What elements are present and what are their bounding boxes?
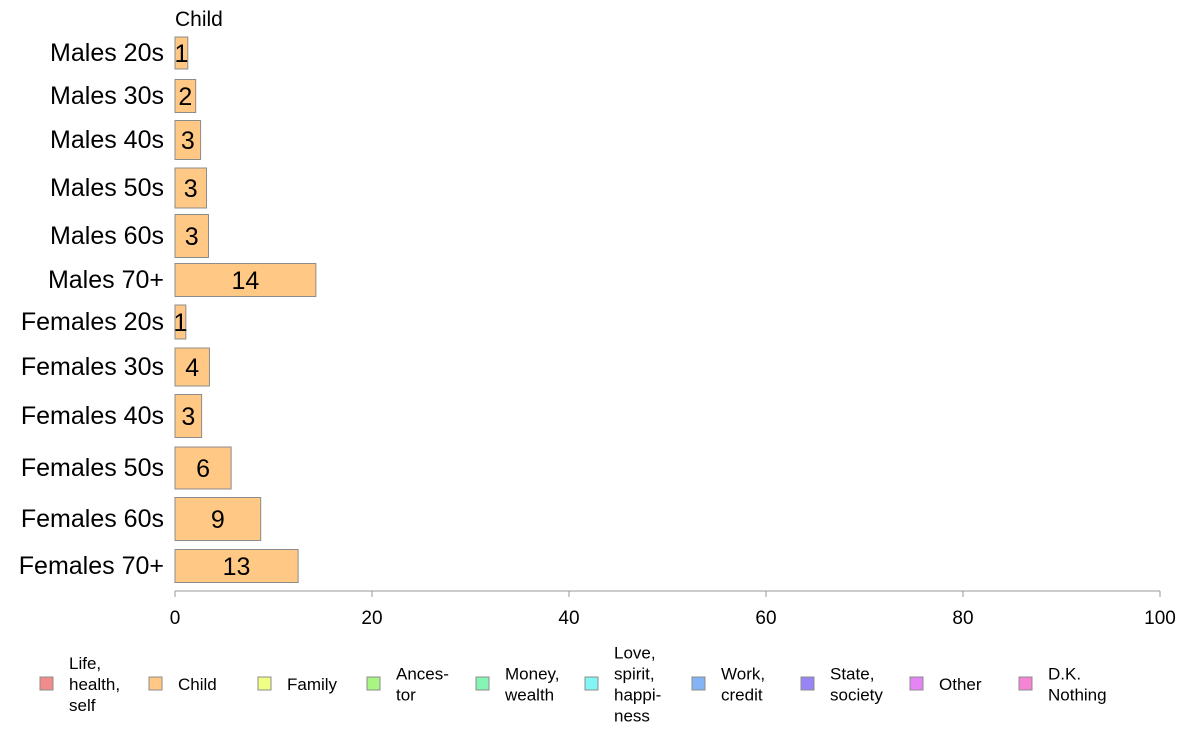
legend-label: Other bbox=[939, 675, 982, 694]
bar bbox=[174, 263, 317, 297]
legend-swatch bbox=[257, 676, 272, 691]
legend-label: Love, spirit, happi-ness bbox=[614, 644, 661, 726]
legend-swatch bbox=[584, 676, 599, 691]
bar bbox=[174, 549, 299, 583]
category-label: Males 20s bbox=[50, 39, 164, 67]
bar bbox=[174, 120, 202, 160]
bar bbox=[174, 79, 197, 113]
bar-value-label: 1 bbox=[173, 309, 187, 337]
legend-label: Child bbox=[178, 675, 217, 694]
category-label: Males 60s bbox=[50, 222, 164, 250]
bar-value-label: 3 bbox=[181, 127, 195, 155]
legend-swatch bbox=[800, 676, 815, 691]
category-label: Females 40s bbox=[21, 402, 164, 430]
bar bbox=[174, 347, 210, 387]
category-label: Males 70+ bbox=[48, 266, 164, 294]
legend-swatch bbox=[366, 676, 381, 691]
bar-value-label: 9 bbox=[211, 506, 225, 534]
legend-label: Life, health, self bbox=[69, 654, 120, 715]
category-label: Males 40s bbox=[50, 126, 164, 154]
x-tick-label: 80 bbox=[952, 608, 973, 629]
bar bbox=[174, 446, 232, 490]
bar-value-label: 3 bbox=[185, 223, 199, 251]
bar-value-label: 1 bbox=[174, 40, 188, 68]
x-axis: 0 20 40 60 80 100 bbox=[170, 590, 1176, 629]
column-title: Child bbox=[175, 8, 223, 31]
legend-label: Money, wealth bbox=[504, 665, 560, 705]
bar bbox=[174, 394, 203, 438]
bar-value-label: 14 bbox=[232, 267, 260, 295]
legend-label: State, society bbox=[830, 665, 883, 705]
x-tick-label: 60 bbox=[755, 608, 776, 629]
category-label: Males 50s bbox=[50, 174, 164, 202]
bar bbox=[174, 167, 208, 209]
legend-swatch bbox=[39, 676, 54, 691]
category-label: Females 70+ bbox=[19, 552, 164, 580]
x-tick-label: 0 bbox=[170, 608, 181, 629]
legend-swatch bbox=[148, 676, 163, 691]
x-tick-label: 20 bbox=[361, 608, 382, 629]
bar bbox=[174, 36, 189, 70]
legend-swatch bbox=[1018, 676, 1033, 691]
bar bbox=[174, 304, 187, 340]
legend-label: Family bbox=[287, 675, 338, 694]
category-label: Females 50s bbox=[21, 454, 164, 482]
bars-layer: Males 20s 1 Males 30s 2 Males 40s 3 Males 50s 3… bbox=[19, 36, 317, 583]
legend-swatch bbox=[475, 676, 490, 691]
bar-value-label: 6 bbox=[196, 455, 210, 483]
x-tick-label: 40 bbox=[558, 608, 579, 629]
legend-swatch bbox=[909, 676, 924, 691]
category-label: Females 60s bbox=[21, 505, 164, 533]
bar-value-label: 3 bbox=[181, 403, 195, 431]
bar bbox=[174, 497, 262, 541]
legend-swatch bbox=[691, 676, 706, 691]
legend: Life, health, self Child Family Ances-tor Mone… bbox=[39, 644, 1107, 726]
legend-label: D.K. Nothing bbox=[1048, 665, 1107, 705]
bar bbox=[174, 214, 209, 258]
category-label: Females 20s bbox=[21, 308, 164, 336]
bar-value-label: 13 bbox=[223, 553, 251, 581]
legend-label: Ances-tor bbox=[396, 665, 449, 705]
bar-value-label: 2 bbox=[178, 83, 192, 111]
category-label: Males 30s bbox=[50, 82, 164, 110]
bar-value-label: 4 bbox=[185, 354, 199, 382]
legend-label: Work, credit bbox=[721, 665, 765, 705]
category-label: Females 30s bbox=[21, 353, 164, 381]
bar-value-label: 3 bbox=[184, 175, 198, 203]
x-tick-label: 100 bbox=[1144, 608, 1176, 629]
